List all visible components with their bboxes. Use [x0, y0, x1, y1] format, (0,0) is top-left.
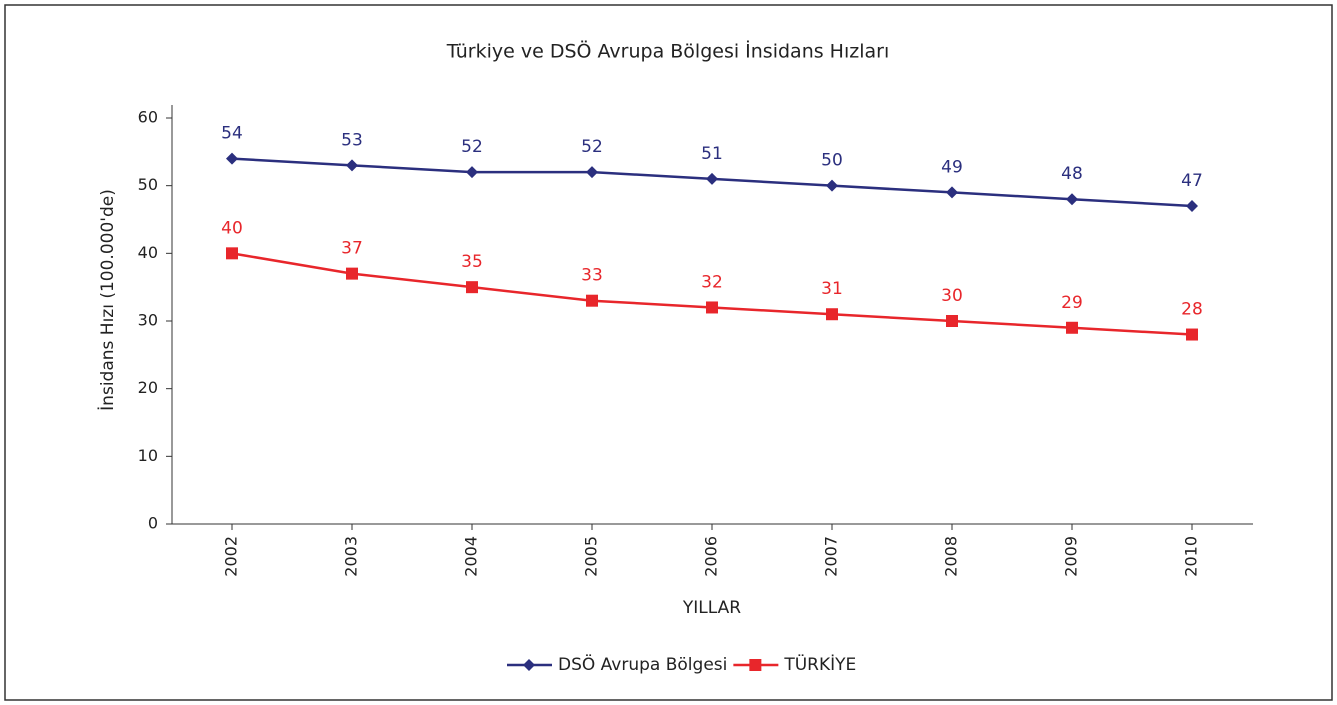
x-tick-label: 2007: [822, 536, 841, 577]
data-label: 54: [221, 124, 243, 144]
x-tick-label: 2006: [702, 536, 721, 577]
data-label: 52: [461, 137, 483, 157]
data-label: 28: [1181, 300, 1203, 320]
data-label: 29: [1061, 293, 1083, 313]
data-label: 51: [701, 144, 723, 164]
y-tick-label: 0: [148, 514, 158, 533]
data-label: 52: [581, 137, 603, 157]
data-label: 53: [341, 130, 363, 150]
marker: [946, 315, 958, 327]
x-tick-label: 2002: [222, 536, 241, 577]
y-tick-label: 30: [138, 311, 158, 330]
marker: [586, 166, 598, 179]
marker: [226, 247, 238, 260]
data-label: 47: [1181, 171, 1203, 191]
y-tick-label: 20: [138, 378, 158, 397]
x-tick-label: 2008: [942, 536, 961, 577]
data-label: 40: [221, 218, 243, 238]
legend-label: TÜRKİYE: [783, 653, 856, 675]
x-tick-label: 2009: [1062, 536, 1081, 577]
legend-label: DSÖ Avrupa Bölgesi: [558, 653, 727, 675]
x-tick-label: 2005: [582, 536, 601, 577]
marker: [1186, 199, 1198, 212]
marker: [346, 159, 358, 172]
data-label: 35: [461, 252, 483, 272]
y-axis-label: İnsidans Hızı (100.000'de): [97, 189, 118, 411]
y-tick-label: 10: [138, 446, 158, 465]
marker: [1066, 321, 1078, 334]
marker: [826, 179, 838, 192]
marker: [523, 659, 535, 671]
data-label: 49: [941, 157, 963, 177]
data-label: 37: [341, 239, 363, 259]
x-tick-label: 2003: [342, 536, 361, 577]
marker: [749, 659, 762, 671]
y-tick-label: 60: [138, 108, 158, 127]
y-tick-label: 40: [138, 243, 158, 262]
x-tick-label: 2004: [462, 536, 481, 577]
data-label: 31: [821, 279, 843, 299]
marker: [706, 301, 718, 314]
marker: [586, 294, 598, 307]
x-tick-label: 2010: [1182, 536, 1201, 577]
data-label: 48: [1061, 164, 1083, 184]
marker: [346, 267, 358, 280]
marker: [1186, 328, 1198, 341]
y-tick-label: 50: [138, 175, 158, 194]
marker: [466, 166, 478, 179]
marker: [946, 186, 958, 199]
data-label: 33: [581, 266, 603, 286]
data-label: 30: [941, 286, 963, 306]
data-label: 32: [701, 272, 723, 292]
marker: [1066, 193, 1078, 206]
marker: [226, 152, 238, 165]
frame: [4, 4, 1333, 701]
marker: [706, 172, 718, 185]
marker: [466, 281, 478, 294]
marker: [826, 308, 838, 321]
x-axis-label: YILLAR: [682, 598, 741, 618]
data-label: 50: [821, 151, 843, 171]
chart-title: Türkiye ve DSÖ Avrupa Bölgesi İnsidans H…: [446, 40, 889, 63]
